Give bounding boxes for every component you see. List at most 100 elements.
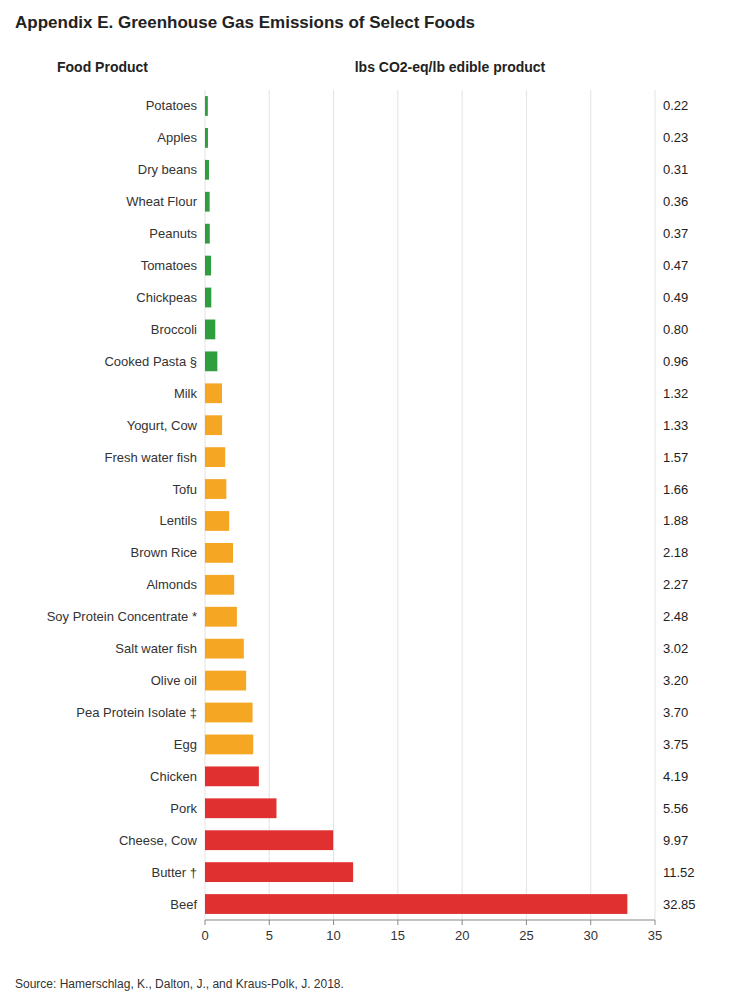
data-label: 0.80 <box>663 322 688 337</box>
bar <box>205 671 246 691</box>
bar <box>205 766 259 786</box>
category-label: Soy Protein Concentrate * <box>47 609 197 624</box>
bar <box>205 96 208 116</box>
category-label: Brown Rice <box>131 545 197 560</box>
bars <box>205 96 627 914</box>
x-axis-line <box>205 920 655 921</box>
x-tick <box>333 920 334 925</box>
data-labels: 0.22 0.23 0.31 0.36 0.37 0.47 0.49 0.80 0.96 1.32… <box>663 98 696 911</box>
category-label: Broccoli <box>151 322 197 337</box>
x-tick-label: 20 <box>455 928 469 943</box>
data-label: 0.22 <box>663 98 688 113</box>
grid-line <box>590 90 591 920</box>
data-label: 5.56 <box>663 801 688 816</box>
x-tick <box>205 920 206 925</box>
data-label: 0.36 <box>663 194 688 209</box>
data-label: 0.49 <box>663 290 688 305</box>
bar <box>205 511 229 531</box>
grid <box>205 90 655 920</box>
chart-svg: Appendix E. Greenhouse Gas Emissions of … <box>0 0 752 1000</box>
category-label: Beef <box>170 897 197 912</box>
category-label: Wheat Flour <box>126 194 197 209</box>
x-tick-label: 5 <box>266 928 273 943</box>
x-tick <box>526 920 527 925</box>
bar <box>205 639 244 659</box>
bar <box>205 798 276 818</box>
data-label: 0.96 <box>663 354 688 369</box>
x-tick-label: 15 <box>391 928 405 943</box>
x-axis: 05101520253035 <box>201 920 662 943</box>
background <box>0 0 752 1000</box>
data-label: 0.47 <box>663 258 688 273</box>
x-tick <box>655 920 656 925</box>
bar <box>205 415 222 435</box>
data-label: 1.66 <box>663 482 688 497</box>
category-label: Butter † <box>151 865 197 880</box>
data-label: 11.52 <box>663 865 695 880</box>
bar <box>205 256 211 276</box>
data-label: 1.57 <box>663 450 688 465</box>
x-tick <box>269 920 270 925</box>
grid-line <box>462 90 463 920</box>
bar <box>205 224 210 244</box>
bar <box>205 543 233 563</box>
data-label: 3.20 <box>663 673 688 688</box>
y-axis-label: Food Product <box>57 59 148 75</box>
category-label: Egg <box>174 737 197 752</box>
category-label: Almonds <box>146 577 197 592</box>
bar <box>205 320 215 340</box>
category-label: Fresh water fish <box>105 450 197 465</box>
bar <box>205 192 210 212</box>
bar <box>205 862 353 882</box>
data-label: 1.32 <box>663 386 688 401</box>
category-label: Olive oil <box>151 673 197 688</box>
data-label: 3.75 <box>663 737 688 752</box>
category-label: Chickpeas <box>136 290 197 305</box>
chart-container: Appendix E. Greenhouse Gas Emissions of … <box>0 0 752 1000</box>
data-label: 0.23 <box>663 130 688 145</box>
x-tick <box>590 920 591 925</box>
data-label: 2.27 <box>663 577 688 592</box>
data-label: 32.85 <box>663 897 696 912</box>
y-axis: Potatoes Apples Dry beans Wheat Flour Peanut… <box>47 98 198 911</box>
category-label: Milk <box>174 386 198 401</box>
category-label: Peanuts <box>149 226 197 241</box>
category-label: Pea Protein Isolate ‡ <box>76 705 197 720</box>
data-label: 3.70 <box>663 705 688 720</box>
bar <box>205 607 237 627</box>
category-label: Chicken <box>150 769 197 784</box>
grid-line <box>269 90 270 920</box>
x-tick <box>397 920 398 925</box>
x-tick-label: 0 <box>201 928 208 943</box>
grid-line <box>526 90 527 920</box>
grid-line <box>333 90 334 920</box>
category-label: Pork <box>170 801 197 816</box>
bar <box>205 479 226 499</box>
data-label: 2.18 <box>663 545 688 560</box>
category-label: Lentils <box>159 513 197 528</box>
bar <box>205 575 234 595</box>
grid-line <box>205 90 206 920</box>
data-label: 3.02 <box>663 641 688 656</box>
data-label: 9.97 <box>663 833 688 848</box>
bar <box>205 894 627 914</box>
x-tick-label: 25 <box>519 928 533 943</box>
bar <box>205 830 333 850</box>
bar <box>205 383 222 403</box>
bar <box>205 703 253 723</box>
title: Appendix E. Greenhouse Gas Emissions of … <box>15 13 475 32</box>
grid-line <box>397 90 398 920</box>
data-label: 2.48 <box>663 609 688 624</box>
data-label: 0.37 <box>663 226 688 241</box>
bar <box>205 288 211 308</box>
category-label: Potatoes <box>146 98 198 113</box>
category-label: Dry beans <box>138 162 198 177</box>
bar <box>205 735 253 755</box>
data-label: 0.31 <box>663 162 688 177</box>
category-label: Salt water fish <box>115 641 197 656</box>
x-tick-label: 30 <box>583 928 597 943</box>
bar <box>205 351 217 371</box>
category-label: Apples <box>157 130 197 145</box>
source-note: Source: Hamerschlag, K., Dalton, J., and… <box>15 977 344 991</box>
x-tick-label: 35 <box>648 928 662 943</box>
